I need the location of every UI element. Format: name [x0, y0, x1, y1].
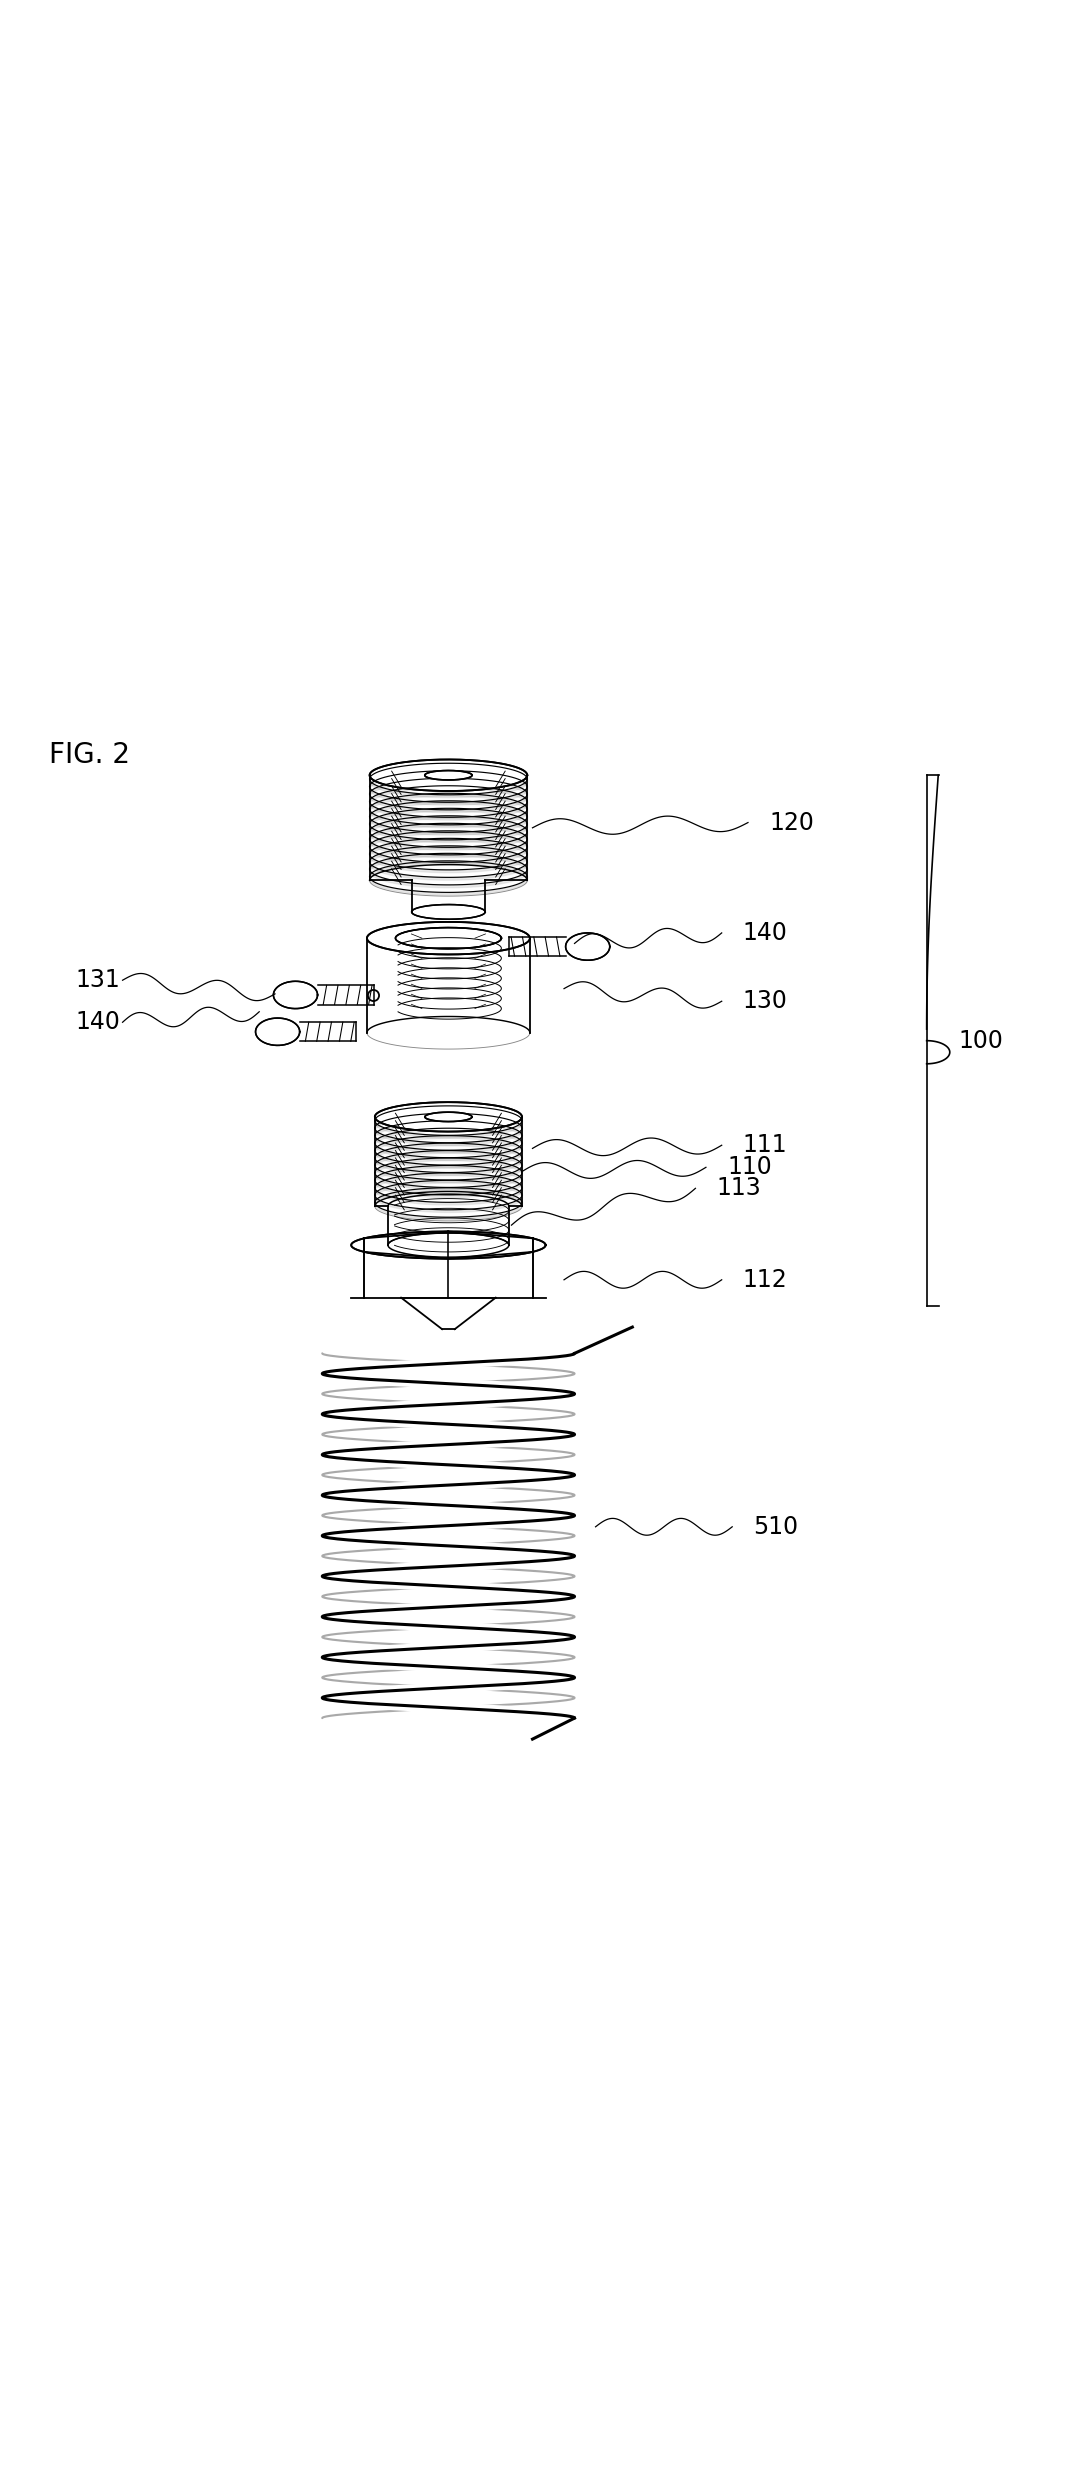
Text: 113: 113: [717, 1176, 761, 1201]
Polygon shape: [566, 932, 610, 960]
Text: 140: 140: [76, 1009, 120, 1034]
Text: 130: 130: [742, 989, 788, 1014]
Polygon shape: [367, 937, 530, 1032]
Text: 131: 131: [76, 967, 120, 992]
Polygon shape: [395, 927, 502, 950]
Polygon shape: [411, 880, 486, 912]
Polygon shape: [367, 922, 530, 955]
Polygon shape: [425, 771, 472, 781]
Polygon shape: [375, 1116, 522, 1206]
Polygon shape: [425, 1111, 472, 1121]
Text: 120: 120: [769, 810, 814, 835]
Polygon shape: [370, 776, 527, 880]
Polygon shape: [370, 761, 527, 791]
Polygon shape: [256, 1019, 299, 1047]
Text: 510: 510: [753, 1514, 799, 1539]
Polygon shape: [412, 905, 486, 920]
Text: 110: 110: [727, 1156, 772, 1178]
Polygon shape: [402, 1298, 495, 1330]
Polygon shape: [351, 1231, 545, 1258]
Polygon shape: [388, 1206, 509, 1245]
Text: 111: 111: [742, 1134, 787, 1158]
Polygon shape: [375, 1101, 522, 1131]
Polygon shape: [274, 982, 317, 1009]
Text: FIG. 2: FIG. 2: [49, 741, 130, 768]
Polygon shape: [351, 1245, 545, 1298]
Text: 140: 140: [742, 920, 788, 945]
Text: 112: 112: [742, 1268, 787, 1293]
Text: 100: 100: [958, 1029, 1003, 1054]
Polygon shape: [388, 1233, 509, 1258]
